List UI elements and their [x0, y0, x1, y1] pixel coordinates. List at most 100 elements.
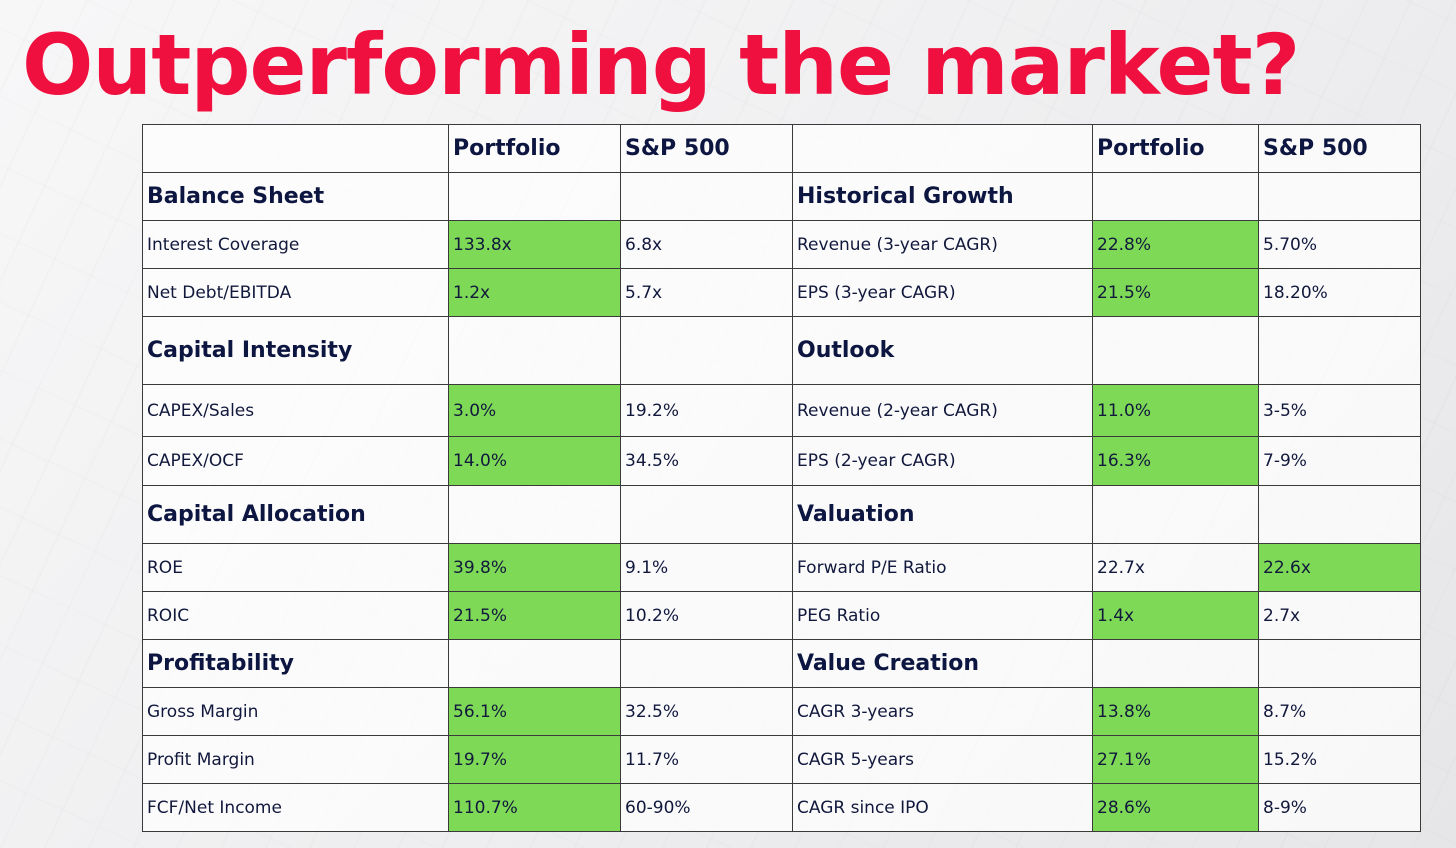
- empty-cell: [1092, 316, 1259, 385]
- portfolio-value: 56.1%: [448, 687, 621, 736]
- header-portfolio: Portfolio: [1092, 124, 1259, 173]
- sp500-value: 34.5%: [620, 436, 793, 486]
- empty-cell: [1092, 639, 1259, 688]
- portfolio-value: 27.1%: [1092, 735, 1259, 784]
- empty-cell: [448, 485, 621, 544]
- metric-label: ROIC: [142, 591, 449, 640]
- portfolio-value: 1.2x: [448, 268, 621, 317]
- sp500-value: 15.2%: [1258, 735, 1421, 784]
- section-row: Profitability Value Creation: [142, 639, 1421, 688]
- section-row: Capital Intensity Outlook: [142, 316, 1421, 385]
- sp500-value: 6.8x: [620, 220, 793, 269]
- empty-cell: [1092, 172, 1259, 221]
- metric-label: Profit Margin: [142, 735, 449, 784]
- empty-cell: [620, 485, 793, 544]
- sp500-value: 2.7x: [1258, 591, 1421, 640]
- sp500-value: 5.7x: [620, 268, 793, 317]
- portfolio-value: 3.0%: [448, 384, 621, 437]
- table-row: Gross Margin 56.1% 32.5% CAGR 3-years 13.8% 8…: [142, 687, 1421, 736]
- portfolio-value: 11.0%: [1092, 384, 1259, 437]
- sp500-value: 5.70%: [1258, 220, 1421, 269]
- table-row: ROIC 21.5% 10.2% PEG Ratio 1.4x 2.7x: [142, 591, 1421, 640]
- empty-cell: [620, 639, 793, 688]
- portfolio-value: 14.0%: [448, 436, 621, 486]
- portfolio-value: 19.7%: [448, 735, 621, 784]
- table-row: FCF/Net Income 110.7% 60-90% CAGR since IPO…: [142, 783, 1421, 832]
- empty-cell: [1092, 485, 1259, 544]
- section-title: Capital Intensity: [142, 316, 449, 385]
- empty-cell: [1258, 172, 1421, 221]
- metric-label: Gross Margin: [142, 687, 449, 736]
- table-row: CAPEX/Sales 3.0% 19.2% Revenue (2-year CAGR…: [142, 384, 1421, 437]
- sp500-value: 19.2%: [620, 384, 793, 437]
- table-row: Interest Coverage 133.8x 6.8x Revenue (3-ye…: [142, 220, 1421, 269]
- metric-label: Net Debt/EBITDA: [142, 268, 449, 317]
- portfolio-value: 16.3%: [1092, 436, 1259, 486]
- metric-label: Interest Coverage: [142, 220, 449, 269]
- metric-label: Revenue (3-year CAGR): [792, 220, 1093, 269]
- metric-label: FCF/Net Income: [142, 783, 449, 832]
- header-empty-cell: [142, 124, 449, 173]
- empty-cell: [1258, 316, 1421, 385]
- metric-label: CAGR since IPO: [792, 783, 1093, 832]
- portfolio-value: 13.8%: [1092, 687, 1259, 736]
- metric-label: ROE: [142, 543, 449, 592]
- sp500-value: 22.6x: [1258, 543, 1421, 592]
- metric-label: Revenue (2-year CAGR): [792, 384, 1093, 437]
- empty-cell: [1258, 485, 1421, 544]
- sp500-value: 60-90%: [620, 783, 793, 832]
- metric-label: CAPEX/OCF: [142, 436, 449, 486]
- section-row: Capital Allocation Valuation: [142, 485, 1421, 544]
- empty-cell: [448, 639, 621, 688]
- table-row: Profit Margin 19.7% 11.7% CAGR 5-years 27.1%…: [142, 735, 1421, 784]
- metric-label: Forward P/E Ratio: [792, 543, 1093, 592]
- sp500-value: 8.7%: [1258, 687, 1421, 736]
- sp500-value: 32.5%: [620, 687, 793, 736]
- portfolio-value: 1.4x: [1092, 591, 1259, 640]
- section-title: Capital Allocation: [142, 485, 449, 544]
- table-row: Net Debt/EBITDA 1.2x 5.7x EPS (3-year CAGR)…: [142, 268, 1421, 317]
- comparison-table: Portfolio S&P 500 Portfolio S&P 500 Bala…: [142, 124, 1421, 832]
- page-title: Outperforming the market?: [22, 16, 1300, 114]
- sp500-value: 11.7%: [620, 735, 793, 784]
- portfolio-value: 110.7%: [448, 783, 621, 832]
- empty-cell: [1258, 639, 1421, 688]
- section-title: Historical Growth: [792, 172, 1093, 221]
- metric-label: PEG Ratio: [792, 591, 1093, 640]
- portfolio-value: 21.5%: [1092, 268, 1259, 317]
- metric-label: CAGR 3-years: [792, 687, 1093, 736]
- header-row: Portfolio S&P 500 Portfolio S&P 500: [142, 124, 1421, 173]
- section-title: Valuation: [792, 485, 1093, 544]
- table-row: ROE 39.8% 9.1% Forward P/E Ratio 22.7x 22.6x: [142, 543, 1421, 592]
- metric-label: CAPEX/Sales: [142, 384, 449, 437]
- sp500-value: 10.2%: [620, 591, 793, 640]
- portfolio-value: 21.5%: [448, 591, 621, 640]
- header-empty-cell: [792, 124, 1093, 173]
- table-row: CAPEX/OCF 14.0% 34.5% EPS (2-year CAGR) 16.3…: [142, 436, 1421, 486]
- portfolio-value: 133.8x: [448, 220, 621, 269]
- empty-cell: [620, 172, 793, 221]
- section-row: Balance Sheet Historical Growth: [142, 172, 1421, 221]
- section-title: Balance Sheet: [142, 172, 449, 221]
- empty-cell: [620, 316, 793, 385]
- section-title: Profitability: [142, 639, 449, 688]
- portfolio-value: 22.8%: [1092, 220, 1259, 269]
- empty-cell: [448, 172, 621, 221]
- sp500-value: 8-9%: [1258, 783, 1421, 832]
- portfolio-value: 22.7x: [1092, 543, 1259, 592]
- sp500-value: 9.1%: [620, 543, 793, 592]
- header-sp500: S&P 500: [620, 124, 793, 173]
- header-sp500: S&P 500: [1258, 124, 1421, 173]
- sp500-value: 3-5%: [1258, 384, 1421, 437]
- section-title: Outlook: [792, 316, 1093, 385]
- section-title: Value Creation: [792, 639, 1093, 688]
- metric-label: EPS (3-year CAGR): [792, 268, 1093, 317]
- sp500-value: 7-9%: [1258, 436, 1421, 486]
- metric-label: EPS (2-year CAGR): [792, 436, 1093, 486]
- header-portfolio: Portfolio: [448, 124, 621, 173]
- portfolio-value: 28.6%: [1092, 783, 1259, 832]
- empty-cell: [448, 316, 621, 385]
- portfolio-value: 39.8%: [448, 543, 621, 592]
- sp500-value: 18.20%: [1258, 268, 1421, 317]
- metric-label: CAGR 5-years: [792, 735, 1093, 784]
